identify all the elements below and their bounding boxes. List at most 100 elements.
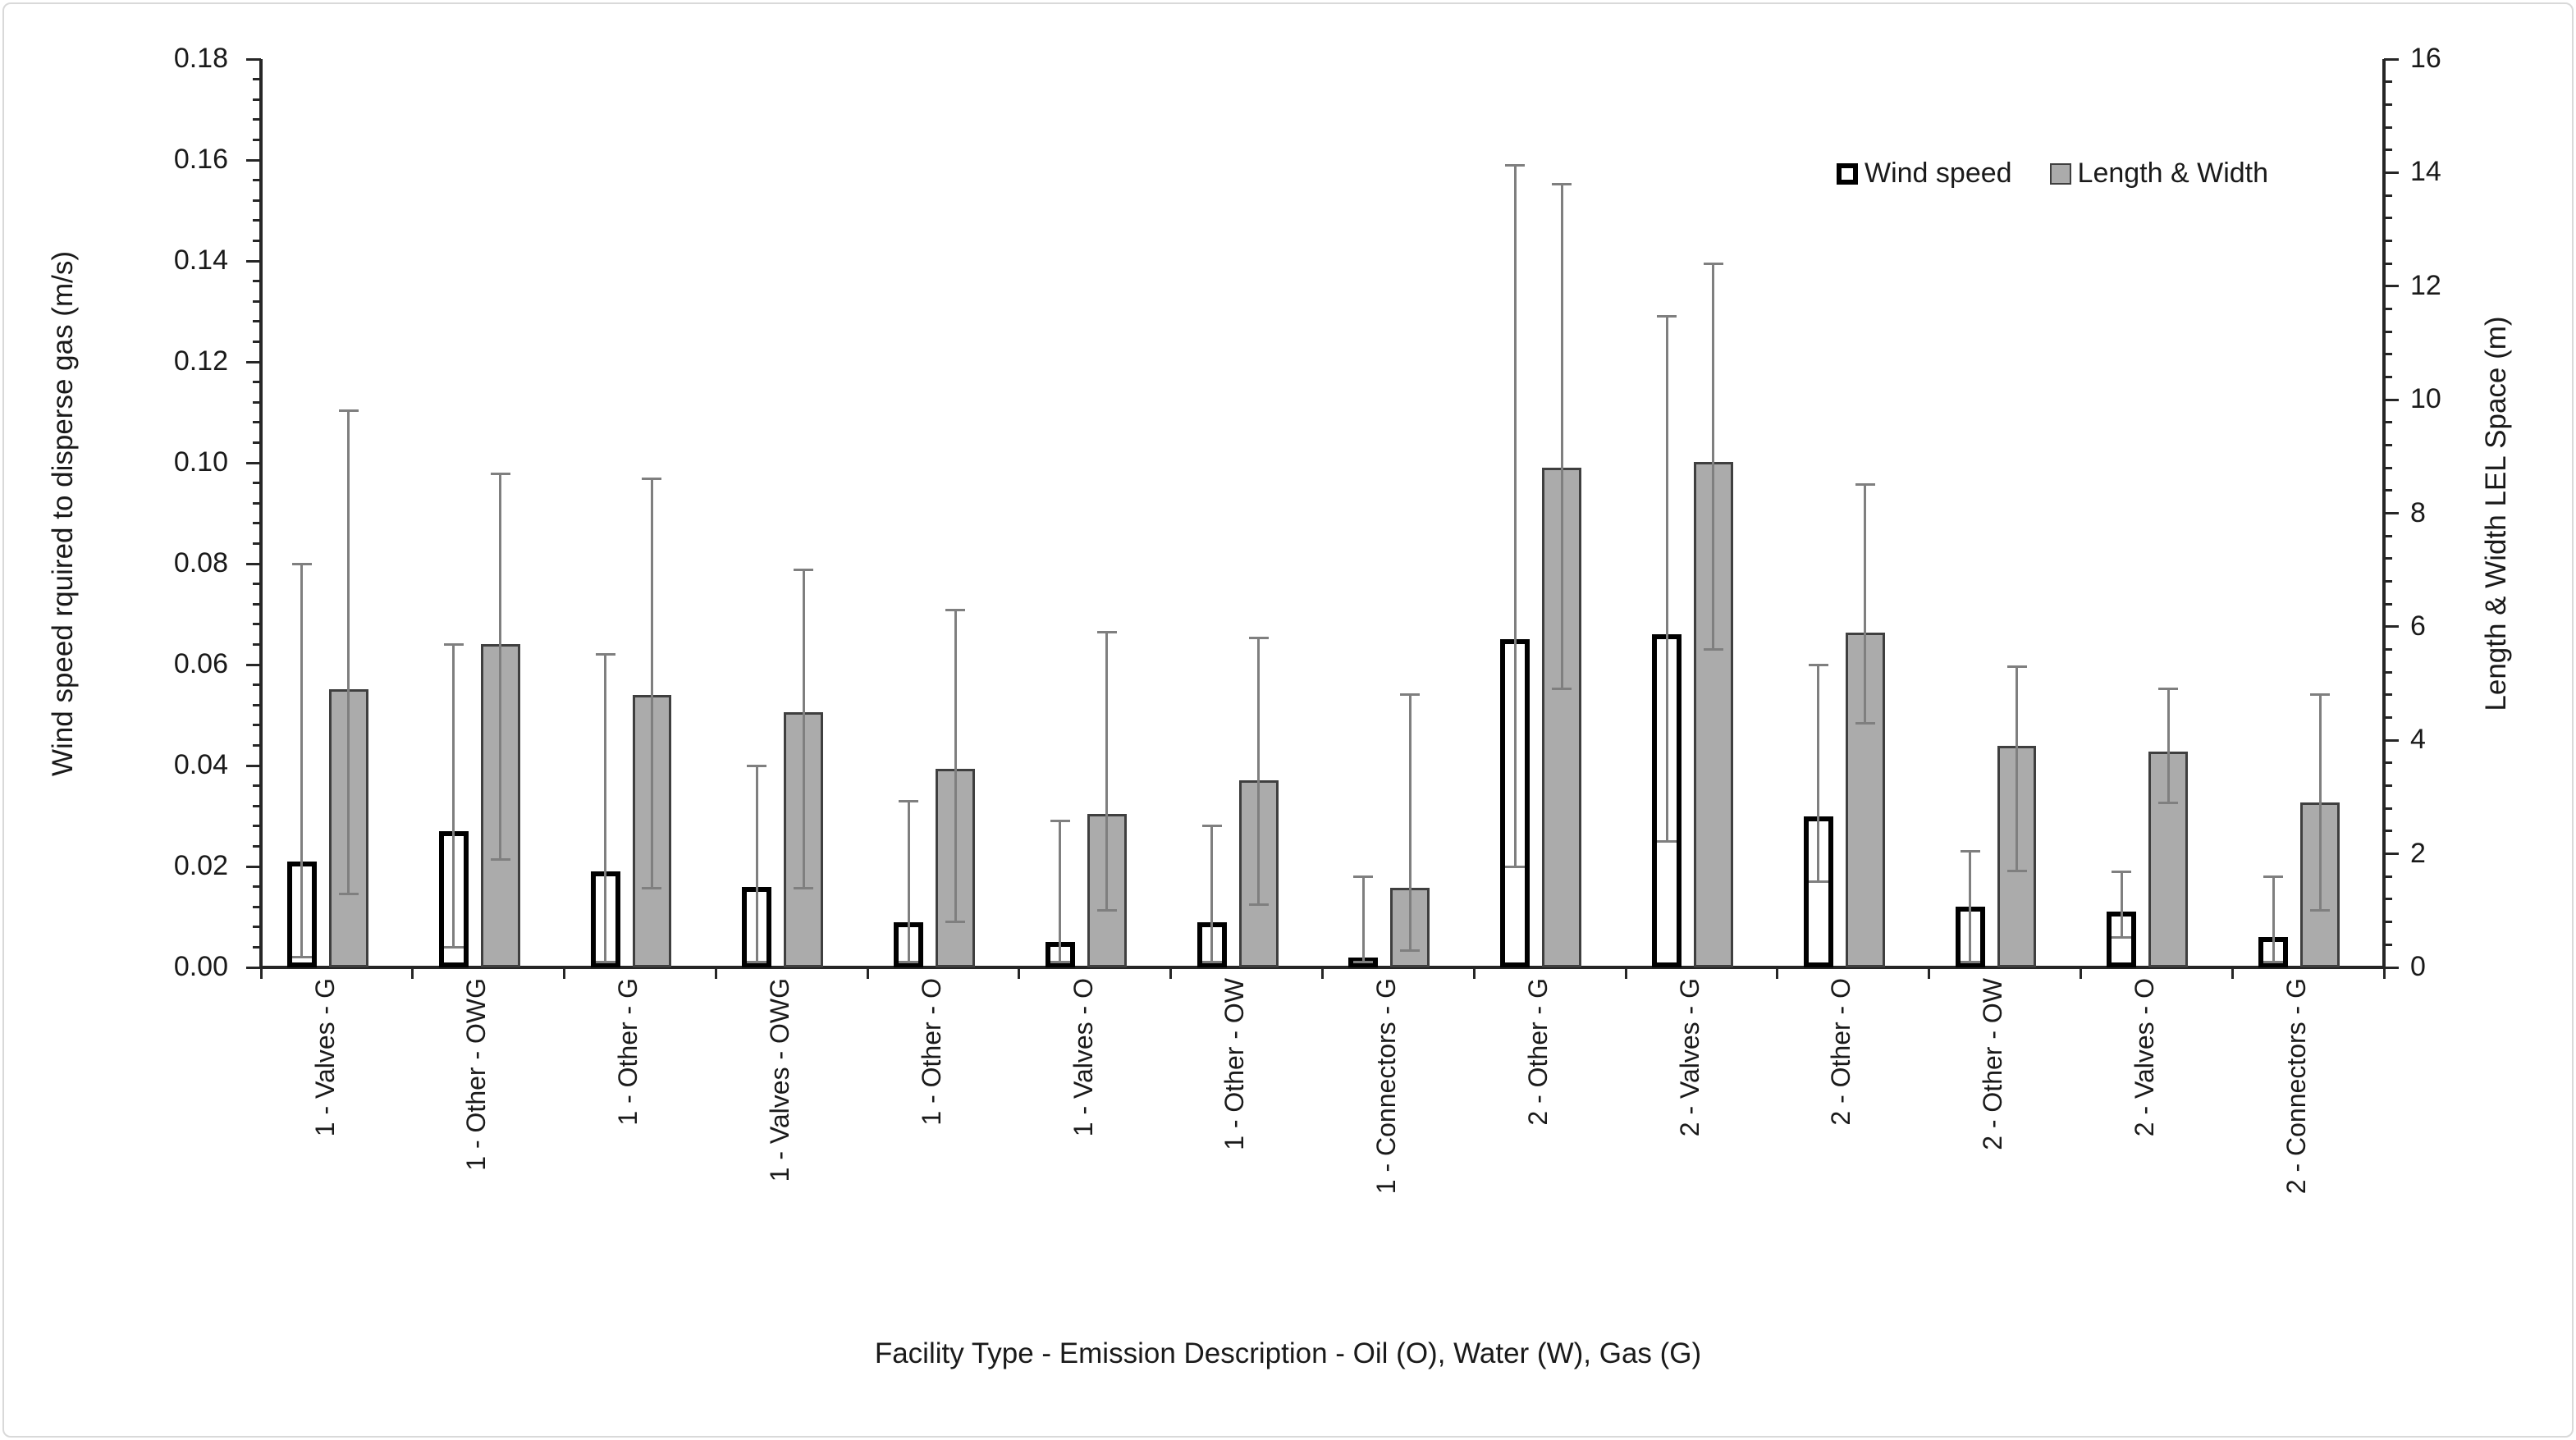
right-axis-tick-label: 6 [2410,610,2426,642]
right-axis-tick [2384,353,2392,356]
x-axis-tick [2382,967,2386,979]
error-bar-length-width [2166,688,2170,803]
right-axis-tick-label: 2 [2410,837,2426,869]
right-axis-tick-label: 4 [2410,724,2426,756]
error-bar-length-width-cap [2006,869,2027,872]
error-bar-length-width-cap [1248,903,1269,907]
right-axis-tick [2384,489,2392,492]
right-axis-tick [2384,171,2399,174]
left-axis-tick [253,945,261,949]
legend-label-wind-speed: Wind speed [1865,158,2012,189]
error-bar-wind-speed [1817,665,1820,882]
right-axis-tick [2384,648,2392,651]
error-bar-wind-speed-cap [2263,875,2284,878]
error-bar-length-width [1560,184,1563,689]
x-axis-tick [563,967,566,979]
left-axis-tick [253,320,261,323]
x-category-label: 1 - Other - OW [1219,978,1250,1150]
error-bar-length-width-cap [490,858,510,862]
error-bar-wind-speed [907,801,910,962]
left-axis-tick [253,179,261,182]
left-axis-tick [253,844,261,848]
right-axis-tick [2384,602,2392,606]
right-axis-tick [2384,375,2392,378]
right-axis-tick [2384,670,2392,674]
right-axis-tick [2384,875,2392,878]
error-bar-wind-speed [300,564,304,958]
error-bar-wind-speed-cap [443,945,464,949]
x-axis-tick [866,967,869,979]
x-axis-tick [1169,967,1173,979]
right-axis-tick [2384,149,2392,152]
right-axis-tick [2384,466,2392,469]
left-axis-tick-label: 0.14 [173,245,228,276]
error-bar-length-width-cap [2310,693,2331,697]
error-bar-length-width [954,610,957,922]
left-axis-tick [246,158,261,162]
left-axis-tick [246,865,261,868]
error-bar-length-width [802,569,805,889]
left-axis-tick [253,602,261,606]
right-axis-tick [2384,126,2392,129]
error-bar-length-width-cap [1855,721,1875,725]
error-bar-wind-speed-cap [1505,865,1526,868]
left-axis-title: Wind speed rquired to disperse gas (m/s) [47,250,79,776]
x-category-label: 2 - Other - G [1522,978,1553,1126]
left-axis-tick [253,905,261,908]
error-bar-wind-speed-cap [1808,663,1828,666]
error-bar-length-width [1712,263,1715,650]
left-axis-tick [253,381,261,384]
error-bar-wind-speed-cap [595,653,615,656]
x-category-label: 1 - Valves - O [1068,978,1098,1137]
error-bar-wind-speed [1059,821,1062,962]
right-axis-tick [2384,217,2392,220]
error-bar-length-width-cap [945,921,966,924]
x-category-label: 2 - Other - OW [1978,978,2008,1150]
x-category-label: 1 - Connectors - G [1371,978,1402,1195]
right-axis-tick [2384,330,2392,333]
left-axis-tick [253,743,261,747]
error-bar-wind-speed-cap [1960,850,1980,853]
error-bar-wind-speed [1513,165,1517,866]
left-axis-tick [253,118,261,121]
error-bar-length-width-cap [2006,665,2027,668]
right-axis-tick [2384,943,2392,946]
error-bar-wind-speed-cap [2112,870,2132,873]
left-axis-tick [253,340,261,343]
left-axis-tick [253,885,261,889]
left-axis-tick [253,522,261,525]
wind-speed-swatch-icon [1837,162,1858,185]
error-bar-wind-speed [1210,825,1214,962]
error-bar-wind-speed [452,644,455,948]
error-bar-length-width [499,473,502,860]
right-axis-tick [2384,580,2392,583]
left-axis-line [259,59,263,967]
x-axis-tick [1018,967,1021,979]
right-axis-tick-label: 0 [2410,951,2426,982]
left-axis-tick [253,784,261,788]
left-axis-tick [253,98,261,101]
length-width-swatch-icon [2049,162,2071,185]
error-bar-wind-speed-cap [899,961,919,964]
right-axis-tick [2384,807,2392,810]
left-axis-tick [253,623,261,626]
error-bar-wind-speed-cap [1353,875,1374,878]
left-axis-tick [253,138,261,141]
left-axis-tick [253,482,261,485]
x-axis-tick [1472,967,1476,979]
error-bar-wind-speed [604,654,607,962]
x-axis-tick [2231,967,2234,979]
x-axis-tick [1776,967,1779,979]
error-bar-wind-speed-cap [291,956,312,959]
error-bar-wind-speed-cap [595,961,615,964]
x-axis-tick [1928,967,1931,979]
error-bar-wind-speed [1665,316,1668,842]
error-bar-wind-speed [1969,851,1972,962]
right-axis-tick [2384,716,2392,720]
error-bar-length-width [2016,666,2019,871]
left-axis-tick-label: 0.00 [173,951,228,982]
left-axis-tick [253,825,261,828]
x-axis-tick [259,967,263,979]
left-axis-tick [253,642,261,646]
